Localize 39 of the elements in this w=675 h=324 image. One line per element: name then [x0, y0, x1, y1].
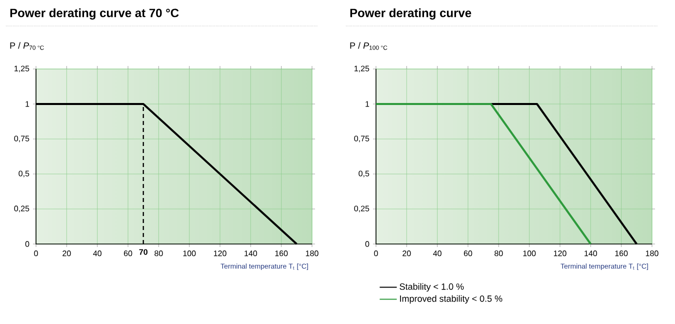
- y-tick-label: 0,75: [354, 136, 370, 142]
- y-tick-label: 0,25: [14, 206, 30, 212]
- x-tick-label: 80: [494, 250, 503, 256]
- y-tick-label: 1,25: [354, 66, 370, 72]
- x-tick-label: 180: [306, 250, 318, 256]
- y-tick-label: 0,5: [18, 170, 30, 178]
- legend-label: Stability < 1.0 %: [400, 283, 464, 292]
- x-tick-label: 20: [62, 250, 71, 256]
- y-tick-label: 1,25: [14, 66, 30, 72]
- x-tick-label: 40: [93, 250, 102, 256]
- legend-label: Improved stability < 0.5 %: [400, 295, 502, 304]
- x-tick-label: 160: [275, 250, 288, 256]
- x-tick-label: 160: [615, 250, 628, 256]
- y-tick-label: 1: [26, 101, 30, 107]
- x-tick-label: 100: [183, 250, 196, 256]
- y-tick-label: 0: [365, 241, 370, 247]
- x-tick-label: 100: [523, 250, 536, 256]
- chart-title: Power derating curve at 70 °C: [10, 8, 179, 20]
- x-tick-label: 60: [124, 250, 132, 256]
- x-tick-label: 40: [433, 250, 442, 256]
- y-tick-label: 0,75: [14, 136, 30, 142]
- x-tick-label: 60: [464, 250, 472, 256]
- x-tick-label: 80: [154, 250, 163, 256]
- y-tick-label: 0,25: [354, 206, 370, 212]
- x-tick-label: 0: [374, 250, 378, 256]
- y-tick-label: 0,5: [358, 170, 370, 178]
- x-tick-label: 120: [214, 250, 226, 256]
- x-tick-label: 20: [402, 250, 411, 256]
- x-tick-label: 0: [34, 250, 38, 256]
- y-axis-title: P / P$_{70 °C}$: [10, 42, 44, 50]
- y-tick-label: 0: [25, 241, 30, 247]
- y-tick-label: 1: [366, 101, 370, 107]
- y-axis-title: P / P$_{100 °C}$: [350, 42, 388, 50]
- x-tick-label: 180: [646, 250, 658, 256]
- x-tick-label: 140: [584, 250, 598, 256]
- ref-line-label: 70: [139, 249, 148, 255]
- x-tick-label: 140: [244, 250, 258, 256]
- x-tick-label: 120: [554, 250, 566, 256]
- chart-title: Power derating curve: [350, 8, 472, 20]
